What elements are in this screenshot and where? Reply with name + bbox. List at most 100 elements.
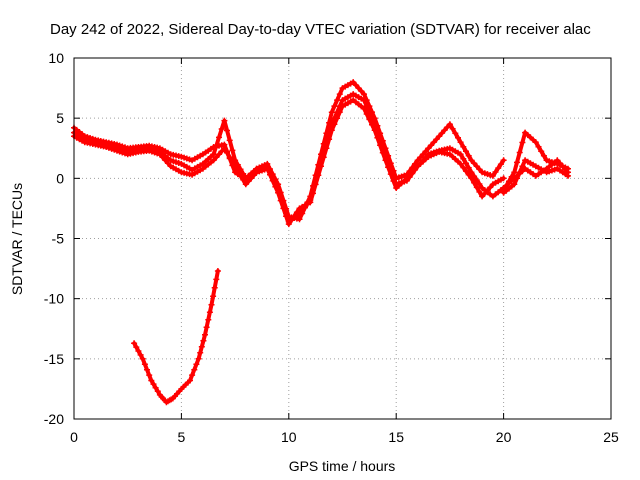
data-point-interp — [211, 284, 218, 291]
data-point — [457, 151, 464, 158]
data-point — [202, 331, 208, 338]
data-point — [361, 105, 367, 112]
x-tick-label: 25 — [603, 429, 619, 445]
data-point-interp — [218, 126, 225, 132]
data-point-interp — [210, 293, 217, 300]
data-point-interp — [224, 127, 230, 134]
data-point — [195, 355, 202, 362]
data-point — [500, 175, 507, 182]
data-point-interp — [216, 134, 222, 141]
data-point-interp — [224, 149, 230, 156]
data-point — [446, 121, 453, 128]
data-point — [371, 127, 378, 134]
data-point-interp — [146, 372, 153, 379]
data-point-interp — [280, 205, 287, 212]
data-point-interp — [379, 149, 386, 156]
y-tick-label: 0 — [56, 170, 64, 186]
data-point-interp — [229, 147, 236, 154]
data-point-interp — [495, 165, 502, 172]
data-point-interp — [465, 164, 472, 171]
x-tick-label: 10 — [281, 429, 297, 445]
data-point — [307, 199, 314, 206]
data-point-interp — [226, 137, 233, 144]
data-point-interp — [203, 324, 210, 331]
data-point — [361, 91, 367, 98]
data-point-interp — [283, 213, 290, 220]
data-point-interp — [331, 121, 338, 128]
data-point — [187, 377, 193, 384]
data-point — [425, 145, 432, 152]
data-point-interp — [497, 161, 504, 168]
data-point-interp — [320, 154, 327, 161]
data-point-interp — [237, 172, 244, 179]
data-marks — [71, 79, 571, 406]
data-point-interp — [269, 177, 276, 184]
data-point-interp — [229, 158, 236, 165]
data-point — [500, 157, 507, 164]
data-point-interp — [460, 143, 467, 150]
data-point-interp — [369, 121, 375, 128]
data-point-interp — [193, 361, 200, 368]
series-track-b — [71, 91, 507, 225]
y-tick-label: 5 — [56, 110, 64, 126]
data-point-interp — [455, 134, 461, 141]
x-tick-label: 20 — [496, 429, 512, 445]
y-tick-label: 10 — [48, 50, 64, 66]
data-point-interp — [315, 172, 322, 179]
data-point-interp — [326, 136, 333, 143]
data-point — [208, 301, 215, 308]
y-axis-title: SDTVAR / TECUs — [9, 183, 25, 295]
data-point — [468, 175, 475, 182]
data-point-interp — [197, 349, 204, 356]
data-point — [318, 163, 324, 170]
data-point-interp — [141, 361, 148, 368]
data-point — [489, 172, 496, 179]
data-point-interp — [385, 164, 392, 171]
y-tick-label: -15 — [44, 351, 64, 367]
data-point-interp — [465, 171, 472, 178]
data-point-interp — [206, 309, 213, 316]
data-point-interp — [473, 184, 480, 191]
data-point-interp — [336, 109, 343, 116]
data-point-interp — [519, 139, 526, 146]
data-point-interp — [240, 176, 247, 183]
data-point-interp — [200, 337, 207, 344]
data-point-interp — [460, 155, 467, 162]
data-point-interp — [205, 316, 212, 323]
x-tick-label: 5 — [178, 429, 186, 445]
data-point-interp — [189, 372, 196, 379]
data-point-interp — [449, 125, 456, 132]
data-point-interp — [334, 97, 341, 104]
data-point-interp — [272, 183, 279, 190]
data-point-interp — [323, 145, 330, 152]
data-point-interp — [476, 181, 483, 187]
data-point — [328, 127, 335, 134]
data-point-interp — [538, 148, 545, 155]
data-point — [328, 109, 335, 116]
y-tick-label: -5 — [52, 231, 65, 247]
y-tick-label: -20 — [44, 411, 64, 427]
data-point-interp — [460, 164, 467, 171]
data-point-interp — [291, 213, 298, 220]
data-point-interp — [336, 91, 343, 98]
y-tick-label: -10 — [44, 291, 64, 307]
data-point — [457, 160, 464, 167]
data-point — [382, 157, 389, 164]
data-point-interp — [476, 188, 483, 195]
data-point-interp — [463, 148, 469, 155]
data-point-interp — [277, 197, 284, 204]
data-point — [221, 145, 228, 152]
data-point-interp — [152, 384, 159, 391]
data-point-interp — [133, 344, 140, 351]
data-point-interp — [213, 276, 220, 283]
data-point-interp — [312, 181, 319, 188]
data-point-interp — [213, 142, 220, 149]
data-point-interp — [492, 169, 499, 175]
data-point-interp — [234, 167, 241, 174]
data-point-interp — [198, 343, 205, 350]
data-point — [565, 169, 571, 176]
data-point — [264, 165, 271, 172]
data-point — [139, 355, 146, 362]
data-point-interp — [463, 160, 469, 167]
